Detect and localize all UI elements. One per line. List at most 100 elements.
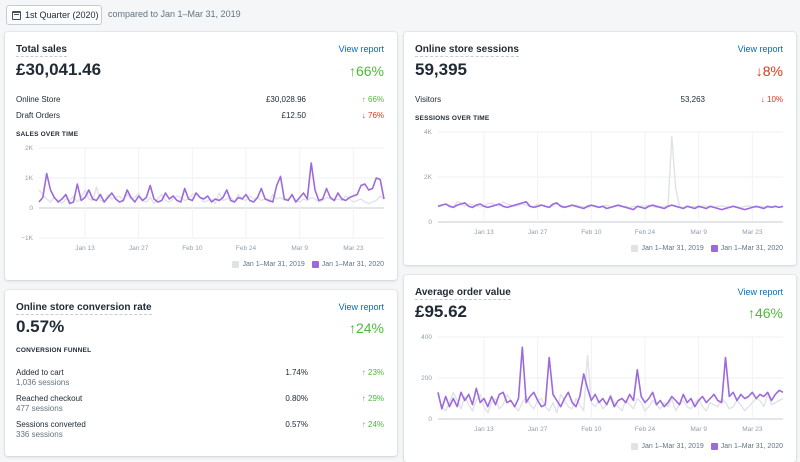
y-tick-label: 0 [29, 205, 33, 212]
x-tick-label: Feb 24 [635, 229, 656, 236]
view-report-link[interactable]: View report [338, 302, 384, 312]
funnel-step-label: Added to cart [16, 368, 64, 377]
x-tick-label: Mar 23 [742, 229, 763, 236]
legend-label-current: Jan 1–Mar 31, 2020 [321, 261, 384, 268]
total-sales-value: £30,041.46 [16, 60, 102, 79]
x-tick-label: Mar 23 [343, 245, 364, 252]
series-line-current [38, 162, 385, 205]
breakdown-delta: ↓ 10% [760, 95, 783, 104]
card-title: Total sales [16, 44, 67, 57]
breakdown-delta: ↑ 66% [361, 95, 384, 104]
conversion-delta: ↑24% [348, 320, 384, 336]
toolbar: 1st Quarter (2020) compared to Jan 1–Mar… [0, 0, 800, 28]
aov-over-time-chart: 400 200 0 Jan 13 Jan 27 Feb 10 Feb 24 Mar 9 Mar … [421, 334, 784, 433]
legend-label-previous: Jan 1–Mar 31, 2019 [242, 261, 305, 268]
calendar-icon [12, 10, 21, 20]
view-report-link[interactable]: View report [737, 44, 783, 54]
x-tick-label: Jan 27 [528, 229, 548, 236]
legend-swatch-current [311, 261, 319, 268]
funnel-step-label: Sessions converted [16, 420, 86, 429]
funnel-step-sessions: 1,036 sessions [16, 378, 70, 387]
series-line-current [437, 201, 784, 211]
breakdown-value: 53,263 [680, 95, 705, 104]
sessions-value: 59,395 [415, 60, 467, 79]
y-tick-label: 200 [421, 375, 432, 382]
card-title: Online store conversion rate [16, 302, 152, 315]
funnel-step-rate: 0.57% [285, 420, 308, 429]
y-tick-label: 400 [421, 334, 432, 341]
funnel-step-delta: ↑ 24% [361, 420, 384, 429]
y-tick-label: 2K [25, 145, 34, 152]
card-title: Average order value [415, 287, 511, 300]
funnel-step-sessions: 336 sessions [16, 430, 63, 439]
sessions-delta: ↓8% [755, 63, 783, 79]
view-report-link[interactable]: View report [338, 44, 384, 54]
funnel-step-label: Reached checkout [16, 394, 83, 403]
sales-over-time-chart: 2K 1K 0 −1K Jan 13 Jan 27 Feb 10 Feb 24 Mar 9 Mar… [21, 145, 385, 252]
conversion-value: 0.57% [16, 317, 65, 336]
y-tick-label: 2K [424, 174, 433, 181]
x-tick-label: Jan 13 [474, 426, 494, 433]
legend-swatch-previous [232, 261, 240, 268]
view-report-link[interactable]: View report [737, 287, 783, 297]
y-tick-label: 0 [428, 416, 432, 423]
card-title: Online store sessions [415, 44, 519, 57]
breakdown-delta: ↓ 76% [361, 111, 384, 120]
x-tick-label: Mar 23 [742, 426, 763, 433]
x-tick-label: Feb 10 [581, 426, 602, 433]
date-range-label: 1st Quarter (2020) [25, 10, 99, 20]
funnel-step-rate: 1.74% [285, 368, 308, 377]
series-line-current [437, 346, 784, 410]
legend-swatch-current [710, 245, 718, 252]
legend-label-current: Jan 1–Mar 31, 2020 [720, 245, 783, 252]
conversion-card: Online store conversion rate View report… [5, 290, 397, 456]
aov-card: Average order value View report £95.62 ↑… [404, 275, 796, 462]
y-tick-label: 1K [25, 175, 34, 182]
legend-label-current: Jan 1–Mar 31, 2020 [720, 443, 783, 450]
breakdown-label: Online Store [16, 95, 61, 104]
legend-swatch-previous [631, 245, 639, 252]
chart-legend: Jan 1–Mar 31, 2019 Jan 1–Mar 31, 2020 [232, 261, 384, 268]
series-line-previous [437, 354, 784, 414]
y-tick-label: 0 [428, 219, 432, 226]
funnel-step-delta: ↑ 23% [361, 368, 384, 377]
aov-value: £95.62 [415, 302, 467, 321]
legend-label-previous: Jan 1–Mar 31, 2019 [641, 245, 704, 252]
y-tick-label: 4K [424, 129, 433, 136]
breakdown-value: £12.50 [281, 111, 306, 120]
breakdown-value: £30,028.96 [265, 95, 306, 104]
sessions-over-time-chart: 4K 2K 0 Jan 13 Jan 27 Feb 10 Feb 24 Mar 9 Mar 23 [424, 129, 784, 236]
x-tick-label: Jan 27 [129, 245, 149, 252]
series-line-previous [437, 135, 784, 209]
breakdown-label: Draft Orders [16, 111, 61, 120]
x-tick-label: Jan 27 [528, 426, 548, 433]
x-tick-label: Feb 10 [182, 245, 203, 252]
sessions-card: Online store sessions View report 59,395… [404, 32, 796, 265]
funnel-step-delta: ↑ 29% [361, 394, 384, 403]
x-tick-label: Feb 24 [635, 426, 656, 433]
compare-label: compared to Jan 1–Mar 31, 2019 [108, 9, 241, 19]
chart-legend: Jan 1–Mar 31, 2019 Jan 1–Mar 31, 2020 [631, 443, 783, 450]
x-tick-label: Mar 9 [690, 229, 707, 236]
funnel-step-rate: 0.80% [285, 394, 308, 403]
chart-section-label: SALES OVER TIME [16, 131, 79, 138]
total-sales-card: Total sales View report £30,041.46 ↑66% … [5, 32, 397, 280]
x-tick-label: Mar 9 [291, 245, 308, 252]
chart-legend: Jan 1–Mar 31, 2019 Jan 1–Mar 31, 2020 [631, 245, 783, 252]
chart-section-label: SESSIONS OVER TIME [415, 115, 490, 122]
x-tick-label: Jan 13 [474, 229, 494, 236]
y-tick-label: −1K [21, 235, 33, 242]
x-tick-label: Feb 24 [236, 245, 257, 252]
aov-delta: ↑46% [747, 305, 783, 321]
breakdown-label: Visitors [415, 95, 442, 104]
total-sales-delta: ↑66% [348, 63, 384, 79]
legend-swatch-previous [631, 443, 639, 450]
x-tick-label: Jan 13 [75, 245, 95, 252]
x-tick-label: Feb 10 [581, 229, 602, 236]
x-tick-label: Mar 9 [690, 426, 707, 433]
legend-swatch-current [710, 443, 718, 450]
legend-label-previous: Jan 1–Mar 31, 2019 [641, 443, 704, 450]
funnel-step-sessions: 477 sessions [16, 404, 63, 413]
series-line-previous [38, 186, 385, 205]
date-range-button[interactable]: 1st Quarter (2020) [6, 5, 102, 25]
